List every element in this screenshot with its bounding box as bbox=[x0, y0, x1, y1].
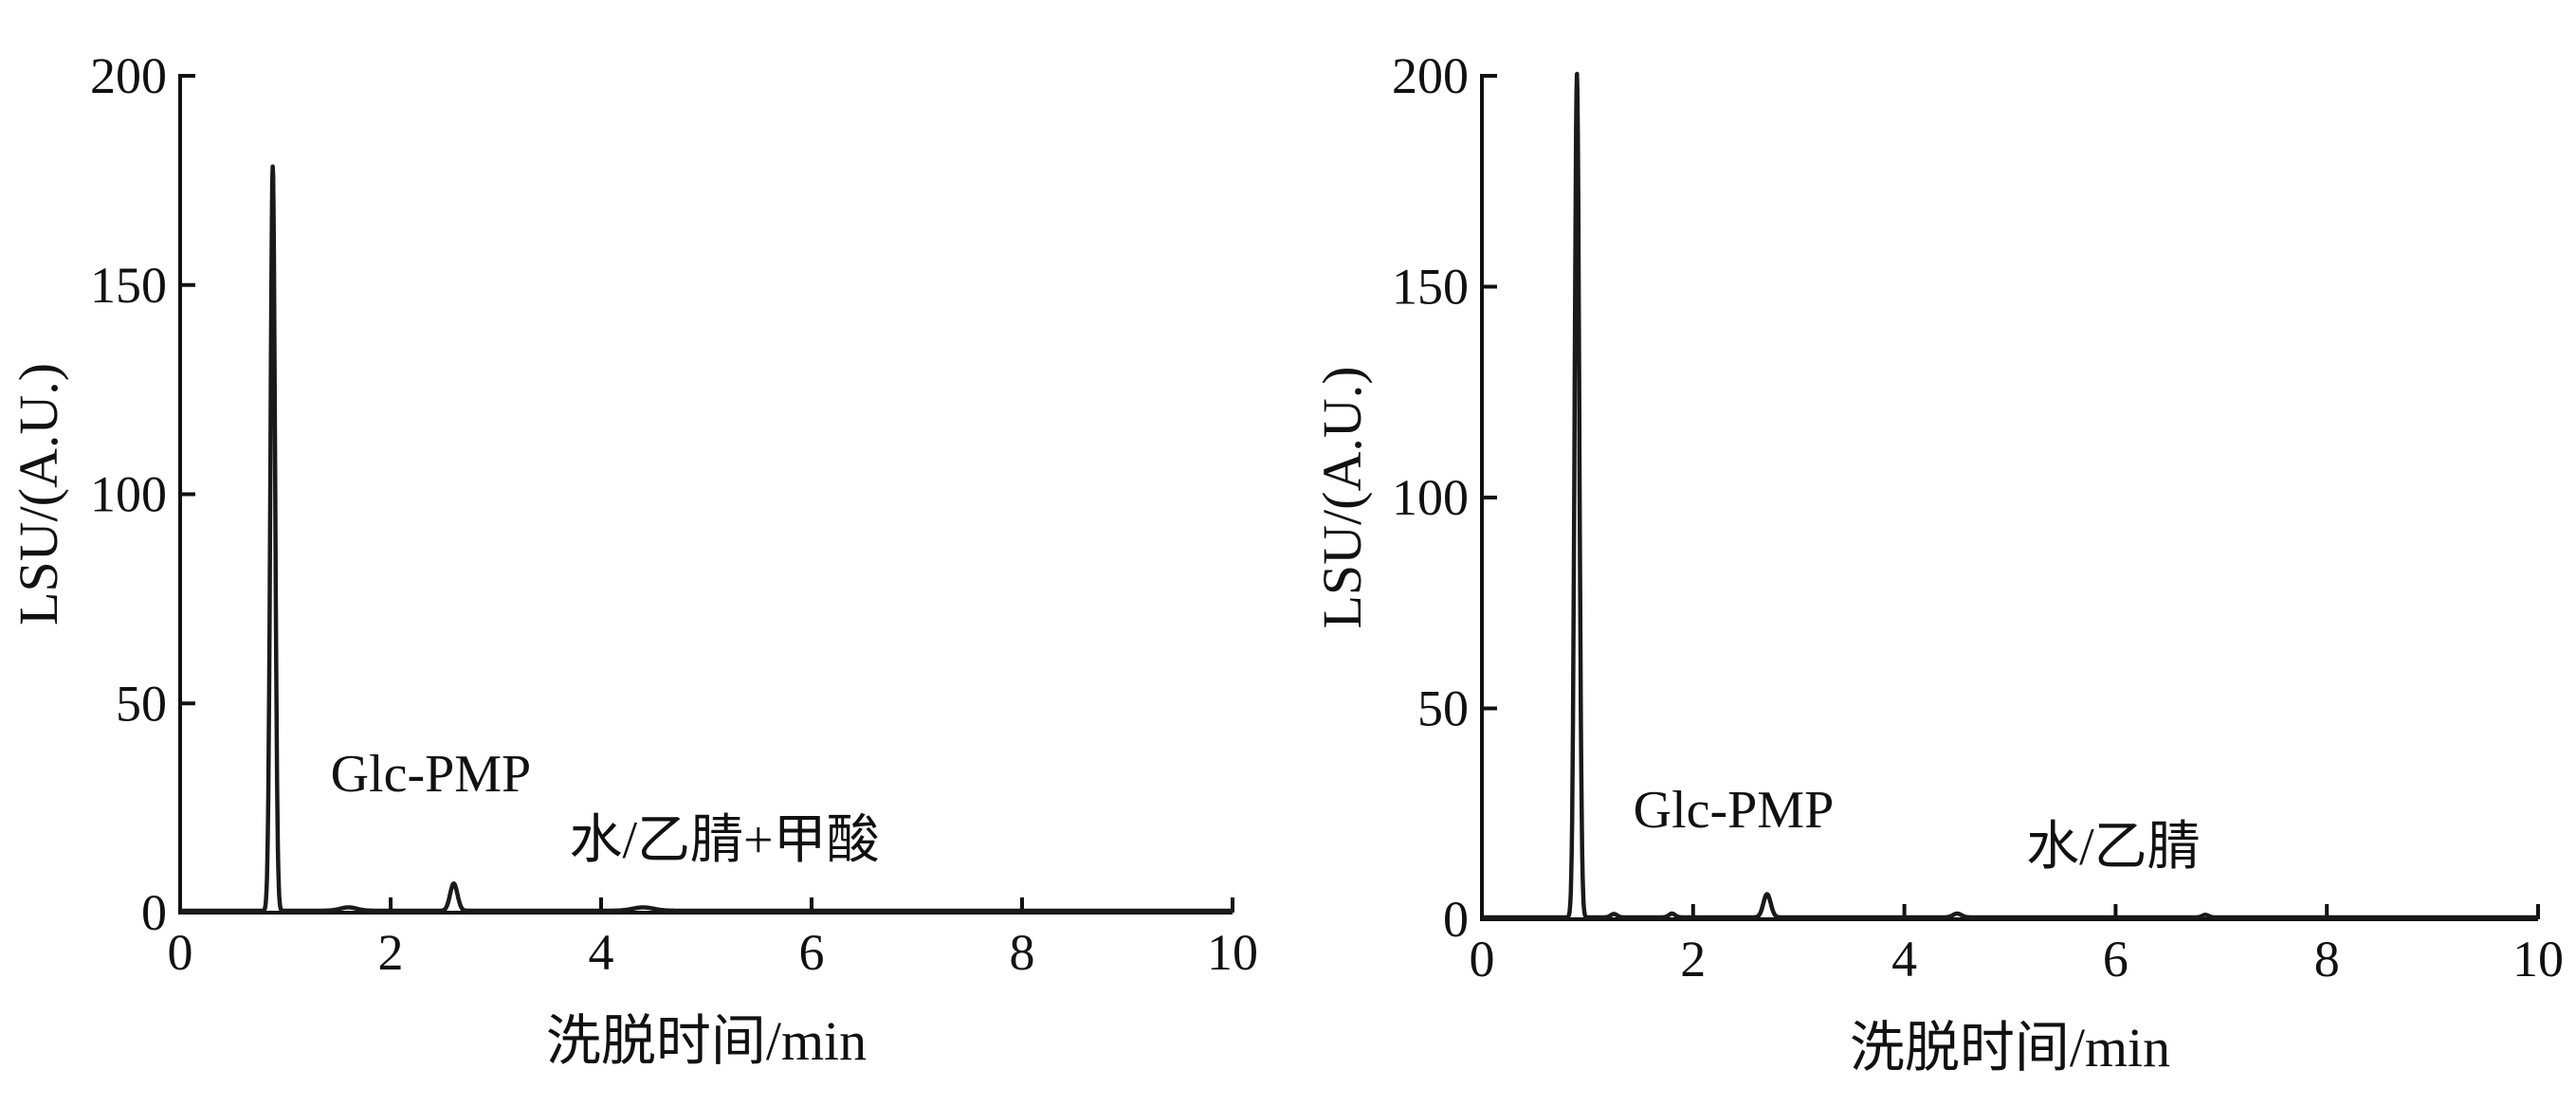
series-line bbox=[178, 164, 1234, 914]
y-tick-label: 50 bbox=[1417, 680, 1469, 737]
x-tick-label: 4 bbox=[589, 924, 614, 981]
x-tick-label: 0 bbox=[168, 924, 193, 981]
annotation-mobile-phase: 水/乙腈 bbox=[2026, 818, 2201, 877]
x-tick-label: 6 bbox=[799, 924, 825, 981]
chart-panel-2: 0 50 100 150 200 0 2 4 6 8 10 洗脱时间/min LSU/(A.U.) Glc… bbox=[1311, 47, 2564, 1078]
chart-panel-1: 0 50 100 150 200 0 2 4 6 8 10 洗脱时间/min LSU/(A.U.) Glc… bbox=[8, 47, 1258, 1072]
y-axis-label: LSU/(A.U.) bbox=[1311, 366, 1373, 628]
x-tick-label: 2 bbox=[378, 924, 404, 981]
y-tick-label: 200 bbox=[90, 47, 167, 104]
x-tick-label: 0 bbox=[1470, 931, 1495, 987]
y-tick-label: 50 bbox=[116, 675, 167, 732]
x-tick-label: 8 bbox=[1010, 924, 1035, 981]
x-tick-label: 8 bbox=[2314, 931, 2340, 987]
annotation-glc-pmp: Glc-PMP bbox=[1634, 781, 1835, 840]
y-tick-label: 100 bbox=[90, 466, 167, 523]
y-axis-label: LSU/(A.U.) bbox=[8, 363, 69, 625]
y-tick-label: 100 bbox=[1392, 469, 1469, 526]
x-axis-label: 洗脱时间/min bbox=[546, 1010, 867, 1072]
series-line bbox=[1480, 71, 2540, 920]
x-tick-label: 6 bbox=[2103, 931, 2128, 987]
y-tick-label: 0 bbox=[1443, 891, 1469, 948]
x-tick-label: 4 bbox=[1891, 931, 1917, 987]
y-tick-label: 150 bbox=[1392, 259, 1469, 316]
x-tick-label: 10 bbox=[1207, 924, 1258, 981]
y-tick-label: 0 bbox=[141, 884, 167, 941]
x-axis-label: 洗脱时间/min bbox=[1850, 1017, 2170, 1078]
y-tick-label: 200 bbox=[1392, 47, 1469, 104]
x-tick-label: 2 bbox=[1680, 931, 1706, 987]
annotation-mobile-phase: 水/乙腈+甲酸 bbox=[570, 811, 880, 870]
x-tick-label: 10 bbox=[2512, 931, 2564, 987]
annotation-glc-pmp: Glc-PMP bbox=[331, 745, 532, 804]
y-tick-label: 150 bbox=[90, 257, 167, 314]
